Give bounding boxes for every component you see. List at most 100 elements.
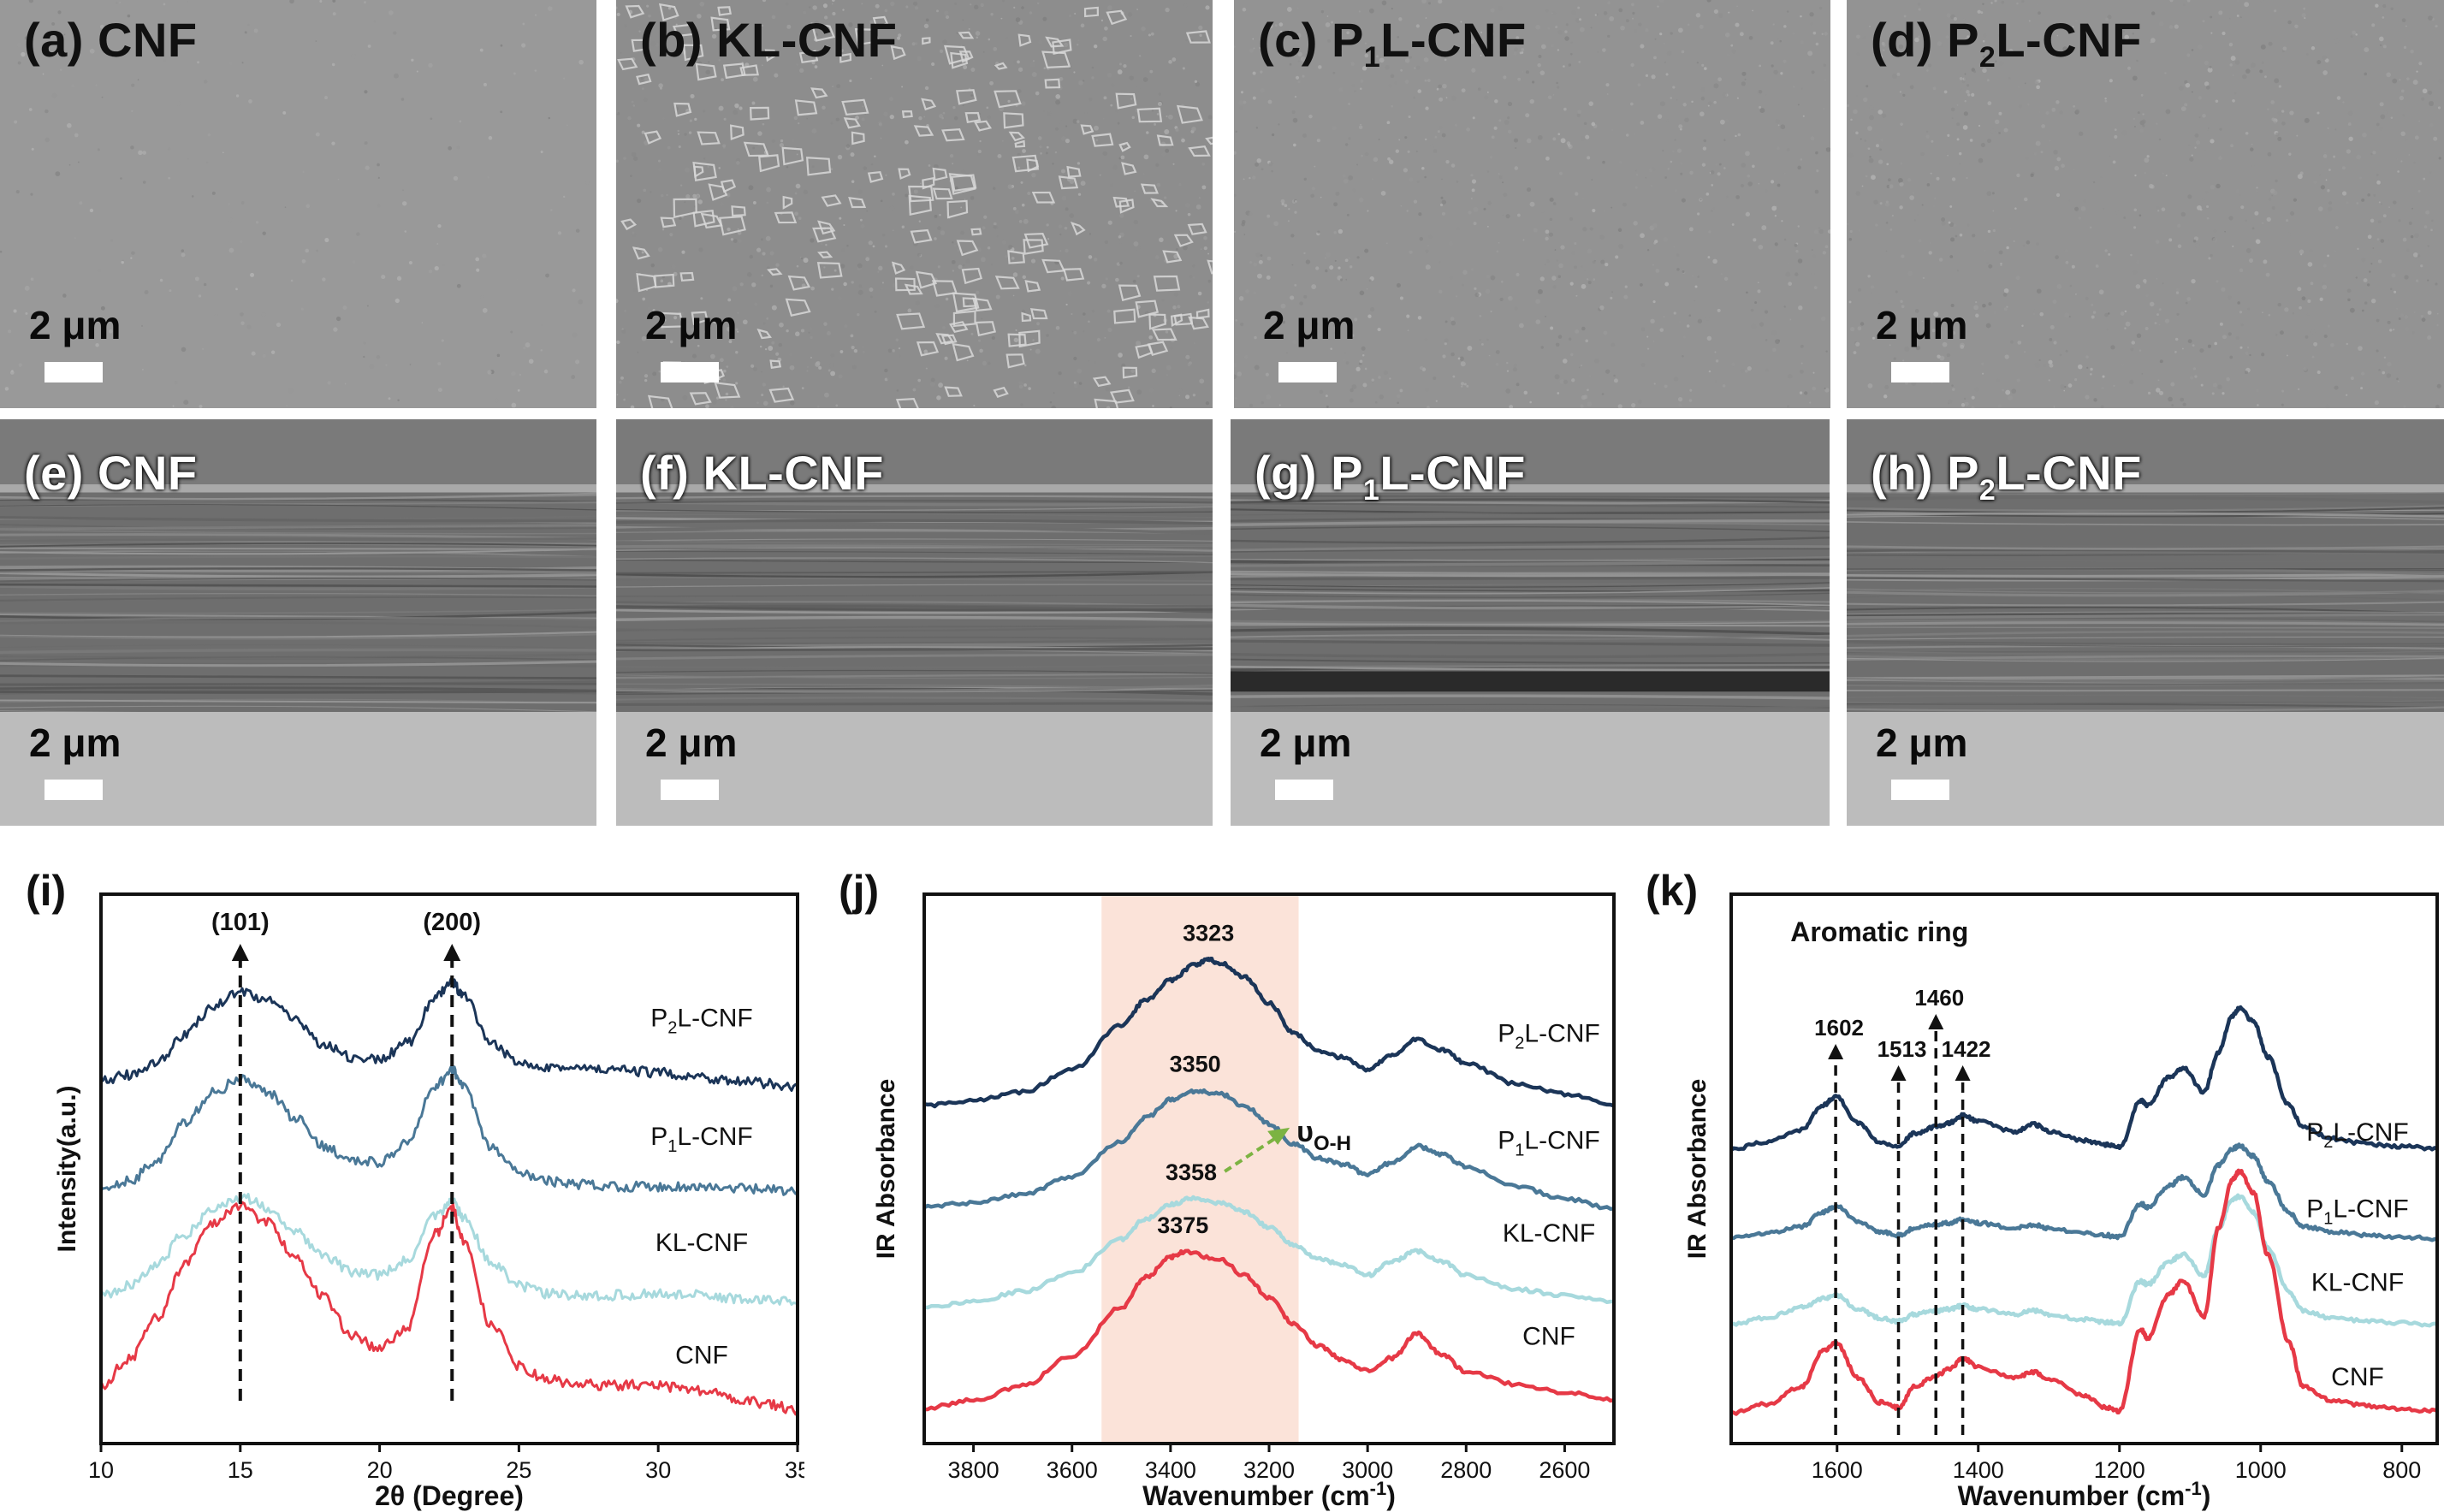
series-line-p1l-cnf: [99, 1065, 798, 1196]
x-axis-label: Wavenumber (cm-1): [1958, 1478, 2211, 1511]
peak-annotation: (200): [423, 909, 481, 936]
series-label-p1l-cnf: P1L-CNF: [1498, 1127, 1599, 1160]
panel-label: (a) CNF: [24, 13, 198, 67]
series-label-cnf: CNF: [2331, 1363, 2384, 1391]
arrow-head: [1928, 1014, 1944, 1029]
plot-frame: [1729, 892, 2439, 1445]
x-tick-label: 3600: [1047, 1457, 1098, 1483]
panel-label: (i): [26, 867, 66, 915]
panel-label: (k): [1646, 867, 1698, 915]
sem-surface-image: [616, 0, 1213, 408]
scale-label: 2 μm: [1260, 720, 1352, 765]
x-tick-label: 35: [785, 1457, 804, 1483]
x-tick-label: 30: [645, 1457, 671, 1483]
series-label-cnf: CNF: [675, 1341, 728, 1369]
series-line-p2l-cnf: [923, 956, 1615, 1109]
sem-panel-d: (d) P2L-CNF 2 μm: [1847, 0, 2444, 408]
series-label-p2l-cnf: P2L-CNF: [1498, 1019, 1599, 1052]
peak-label: 3358: [1166, 1159, 1217, 1185]
sem-cross-section-image: [0, 419, 596, 826]
sem-panel-a: (a) CNF 2 μm: [0, 0, 596, 408]
plot-frame: [99, 892, 799, 1445]
arrow-head: [231, 944, 249, 961]
peak-label: 3323: [1183, 921, 1234, 946]
x-axis-label: 2θ (Degree): [375, 1480, 524, 1511]
x-tick-label: 800: [2382, 1457, 2421, 1483]
x-tick-label: 10: [88, 1457, 114, 1483]
sem-cross-section-image: [616, 419, 1213, 826]
x-axis-label: Wavenumber (cm-1): [1142, 1478, 1396, 1511]
arrow-head: [1828, 1044, 1844, 1059]
series-line-p2l-cnf: [1729, 1005, 2439, 1152]
series-line-cnf: [923, 1248, 1615, 1412]
series-label-p1l-cnf: P1L-CNF: [2306, 1195, 2408, 1229]
x-tick-label: 3200: [1243, 1457, 1295, 1483]
scale-bar: [1891, 362, 1949, 382]
scale-bar: [661, 362, 719, 382]
sem-panel-e: (e) CNF 2 μm: [0, 419, 596, 826]
scale-bar: [44, 780, 103, 800]
scale-label: 2 μm: [1876, 720, 1968, 765]
scale-bar: [661, 780, 719, 800]
sem-panel-h: (h) P2L-CNF 2 μm: [1847, 419, 2444, 826]
y-axis-label: IR Absorbance: [1683, 1079, 1711, 1260]
scale-label: 2 μm: [645, 303, 738, 347]
x-tick-label: 3000: [1342, 1457, 1393, 1483]
band-label: 1602: [1814, 1015, 1864, 1041]
sem-surface-image: [1234, 0, 1830, 408]
peak-label: 3375: [1157, 1213, 1208, 1238]
series-label-p2l-cnf: P2L-CNF: [650, 1004, 752, 1037]
band-label: 1460: [1914, 985, 1964, 1011]
series-line-p1l-cnf: [1730, 1142, 2438, 1242]
arrow-head: [1955, 1065, 1971, 1081]
y-axis-label: IR Absorbance: [872, 1079, 900, 1260]
band-label: 1513: [1877, 1036, 1927, 1062]
peak-annotation: (101): [211, 909, 270, 936]
arrow-head: [1890, 1065, 1907, 1081]
scale-label: 2 μm: [29, 720, 122, 765]
panel-label: (f) KL-CNF: [640, 446, 884, 500]
xrd-chart: (i) P2L-CNF P1L-CNF KL-CNF CNF 10 15 20 25 30 35 2θ…: [26, 867, 804, 1511]
y-axis-label: Intensity(a.u.): [53, 1085, 81, 1252]
ftir-oh-chart: (j) P2L-CNF 3323 P1L-CNF 3350 KL-CNF 3358 CNF 33…: [839, 867, 1616, 1511]
sem-panel-f: (f) KL-CNF 2 μm: [616, 419, 1213, 826]
arrow-head: [443, 944, 461, 961]
series-label-p1l-cnf: P1L-CNF: [650, 1123, 752, 1156]
aromatic-ring-label: Aromatic ring: [1790, 916, 1968, 947]
series-label-kl-cnf: KL-CNF: [1503, 1219, 1595, 1248]
sem-cross-section-image: [1231, 419, 1830, 826]
peak-label: 3350: [1170, 1052, 1221, 1077]
x-tick-label: 15: [228, 1457, 253, 1483]
sem-surface-image: [0, 0, 596, 408]
panel-label: (c) P1L-CNF: [1258, 13, 1527, 74]
scale-bar: [1278, 362, 1337, 382]
ftir-fingerprint-chart: (k) P2L-CNF P1L-CNF KL-CNF CNF 1600 1400 1200 10…: [1646, 867, 2439, 1511]
x-tick-label: 2800: [1440, 1457, 1492, 1483]
oh-stretch-label: υO-H: [1296, 1116, 1351, 1155]
series-label-kl-cnf: KL-CNF: [2311, 1268, 2404, 1296]
x-tick-label: 25: [506, 1457, 531, 1483]
x-tick-label: 1000: [2235, 1457, 2287, 1483]
x-tick-label: 20: [367, 1457, 393, 1483]
panel-label: (b) KL-CNF: [640, 13, 898, 67]
scale-bar: [1891, 780, 1949, 800]
scale-bar: [1275, 780, 1333, 800]
series-line-kl-cnf: [923, 1195, 1615, 1310]
panel-label: (j): [839, 867, 879, 915]
scale-label: 2 μm: [29, 303, 122, 347]
series-line-cnf: [1730, 1168, 2438, 1416]
sem-panel-c: (c) P1L-CNF 2 μm: [1234, 0, 1830, 408]
scale-label: 2 μm: [1876, 303, 1968, 347]
scale-label: 2 μm: [645, 720, 738, 765]
series-line-kl-cnf: [1730, 1193, 2439, 1328]
series-label-cnf: CNF: [1522, 1322, 1575, 1350]
x-tick-label: 1600: [1812, 1457, 1863, 1483]
x-tick-label: 1200: [2094, 1457, 2145, 1483]
sem-panel-b: (b) KL-CNF 2 μm: [616, 0, 1213, 408]
sem-surface-image: [1847, 0, 2444, 408]
x-tick-label: 1400: [1953, 1457, 2004, 1483]
sem-panel-g: (g) P1L-CNF 2 μm: [1231, 419, 1830, 826]
series-line-cnf: [99, 1201, 799, 1416]
panel-label: (e) CNF: [24, 446, 198, 500]
series-label-kl-cnf: KL-CNF: [655, 1229, 748, 1257]
